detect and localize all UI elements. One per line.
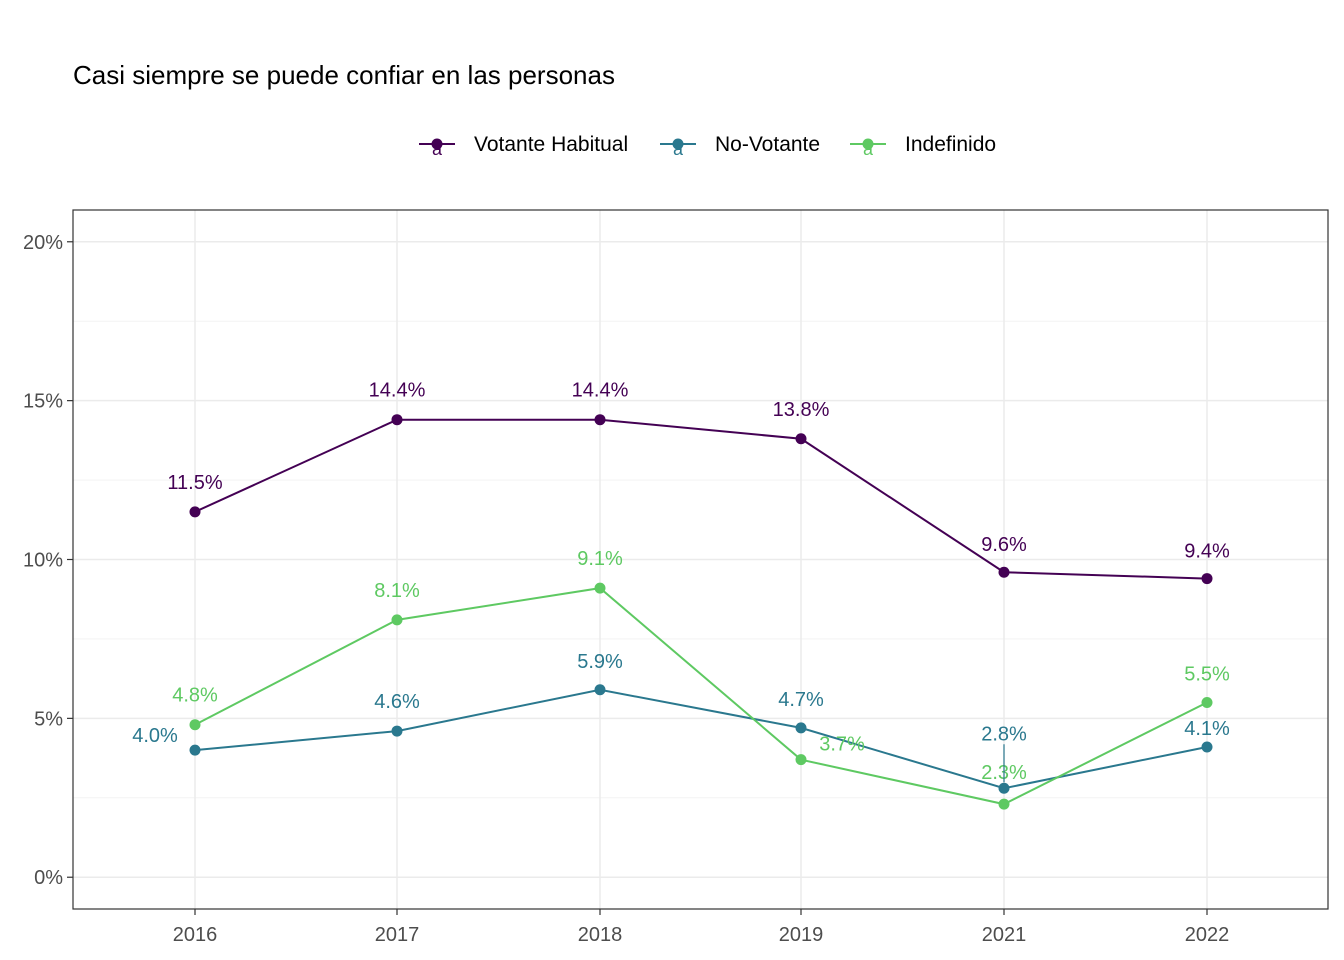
data-label-no-votante: 2.8% bbox=[981, 723, 1027, 745]
y-tick-label: 10% bbox=[23, 550, 63, 572]
legend-label-no-votante: No-Votante bbox=[715, 133, 820, 156]
data-point-indefinido bbox=[795, 754, 807, 766]
data-point-indefinido bbox=[594, 582, 606, 594]
x-tick-label: 2019 bbox=[779, 924, 824, 946]
data-point-no-votante bbox=[594, 684, 606, 696]
data-label-indefinido: 4.8% bbox=[172, 685, 218, 707]
data-point-no-votante bbox=[189, 744, 201, 756]
data-point-no-votante bbox=[391, 725, 403, 737]
data-label-indefinido: 9.1% bbox=[577, 548, 623, 570]
x-tick-label: 2022 bbox=[1185, 924, 1230, 946]
data-label-votante-habitual: 9.6% bbox=[981, 534, 1027, 556]
data-label-indefinido: 8.1% bbox=[374, 580, 420, 602]
grid bbox=[73, 210, 1328, 909]
y-tick-label: 15% bbox=[23, 391, 63, 413]
data-label-votante-habitual: 9.4% bbox=[1184, 541, 1230, 563]
data-label-no-votante: 4.0% bbox=[132, 725, 178, 747]
legend-label-votante-habitual: Votante Habitual bbox=[474, 133, 628, 156]
data-labels: 11.5% 14.4% 14.4% 13.8% 9.6% 9.4% 4.0% 4.6% 5.9%… bbox=[132, 380, 1230, 784]
legend-key-glyph-indefinido: a bbox=[863, 139, 874, 159]
data-label-no-votante: 4.7% bbox=[778, 689, 824, 711]
data-label-no-votante: 4.6% bbox=[374, 691, 420, 713]
x-tick-label: 2017 bbox=[375, 924, 420, 946]
legend: a Votante Habitual a No-Votante a Indefinido bbox=[419, 133, 996, 159]
data-label-no-votante: 4.1% bbox=[1184, 718, 1230, 740]
data-point-indefinido bbox=[189, 719, 201, 731]
axes: 0% 5% 10% 15% 20% 2016 2017 2018 2019 2021 2022 bbox=[23, 232, 1229, 946]
series-line-votante-habitual bbox=[194, 418, 1208, 580]
data-label-votante-habitual: 13.8% bbox=[773, 399, 830, 421]
data-label-indefinido: 5.5% bbox=[1184, 663, 1230, 685]
data-label-indefinido: 3.7% bbox=[819, 734, 865, 756]
data-point-votante-habitual bbox=[189, 506, 201, 518]
data-point-no-votante bbox=[998, 782, 1010, 794]
data-point-votante-habitual bbox=[795, 433, 807, 445]
data-point-votante-habitual bbox=[594, 414, 606, 426]
data-point-votante-habitual bbox=[391, 414, 403, 426]
y-tick-label: 5% bbox=[34, 708, 63, 730]
data-point-no-votante bbox=[795, 722, 807, 734]
data-label-votante-habitual: 14.4% bbox=[572, 380, 629, 402]
series-line-no-votante bbox=[194, 688, 1208, 790]
data-point-indefinido bbox=[1201, 696, 1213, 708]
data-point-indefinido bbox=[391, 614, 403, 626]
chart-title: Casi siempre se puede confiar en las per… bbox=[73, 60, 615, 90]
y-tick-label: 20% bbox=[23, 232, 63, 254]
x-tick-label: 2016 bbox=[173, 924, 218, 946]
legend-label-indefinido: Indefinido bbox=[905, 133, 996, 156]
data-point-indefinido bbox=[998, 798, 1010, 810]
data-point-no-votante bbox=[1201, 741, 1213, 753]
data-point-votante-habitual bbox=[998, 566, 1010, 578]
x-tick-label: 2018 bbox=[578, 924, 623, 946]
legend-key-point-votante-habitual bbox=[431, 138, 443, 150]
x-tick-label: 2021 bbox=[982, 924, 1027, 946]
legend-key-point-indefinido bbox=[862, 138, 874, 150]
data-label-no-votante: 5.9% bbox=[577, 651, 623, 673]
series-line-indefinido bbox=[194, 587, 1208, 806]
data-label-votante-habitual: 11.5% bbox=[167, 472, 222, 494]
legend-key-point-no-votante bbox=[672, 138, 684, 150]
y-tick-label: 0% bbox=[34, 867, 63, 889]
legend-key-glyph-no-votante: a bbox=[673, 139, 684, 159]
series-layer bbox=[189, 414, 1213, 810]
data-point-votante-habitual bbox=[1201, 573, 1213, 585]
legend-key-glyph-votante-habitual: a bbox=[432, 139, 443, 159]
data-label-votante-habitual: 14.4% bbox=[369, 380, 426, 402]
